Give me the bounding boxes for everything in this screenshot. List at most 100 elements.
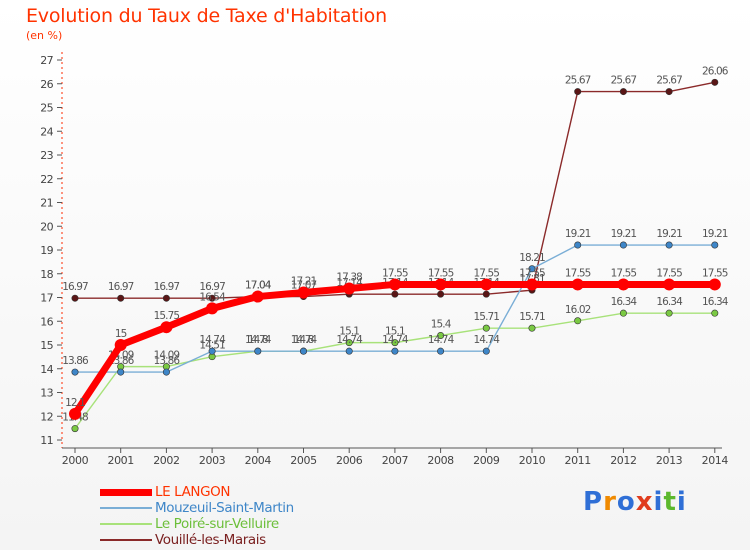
x-tick-label: 2009 [473, 454, 500, 467]
legend-swatch-le-langon [100, 489, 152, 496]
series-line-vouille-les-marais [74, 81, 716, 299]
data-label-vouille-les-marais: 16.97 [154, 281, 180, 293]
data-label-le-poire-sur-velluire: 16.02 [565, 304, 591, 316]
y-tick-label: 25 [40, 102, 53, 115]
data-point-mouzeuil-saint-martin [482, 347, 490, 355]
data-label-le-langon: 17.55 [702, 267, 728, 279]
data-label-le-langon: 15 [115, 328, 127, 340]
data-label-le-poire-sur-velluire: 14.8 [294, 334, 314, 346]
data-label-vouille-les-marais: 25.67 [611, 75, 637, 87]
data-point-mouzeuil-saint-martin [665, 241, 673, 249]
data-label-le-poire-sur-velluire: 16.34 [702, 296, 729, 308]
data-label-le-poire-sur-velluire: 15.71 [474, 311, 500, 323]
proxiti-logo[interactable]: Proxiti [583, 487, 687, 517]
data-point-le-poire-sur-velluire [528, 324, 536, 332]
data-point-le-langon [617, 278, 630, 291]
data-point-mouzeuil-saint-martin [574, 241, 582, 249]
y-tick-label: 18 [40, 268, 53, 281]
y-tick-label: 26 [40, 78, 53, 91]
data-label-mouzeuil-saint-martin: 18.21 [519, 252, 545, 264]
y-tick-label: 16 [40, 315, 53, 328]
data-point-mouzeuil-saint-martin [117, 368, 125, 376]
data-point-vouille-les-marais [711, 78, 719, 86]
data-point-mouzeuil-saint-martin [437, 347, 445, 355]
data-label-le-langon: 17.38 [336, 271, 362, 283]
y-tick-label: 15 [40, 339, 53, 352]
data-point-vouille-les-marais [208, 294, 216, 302]
x-tick-label: 2005 [290, 454, 317, 467]
data-point-vouille-les-marais [574, 88, 582, 96]
y-tick-label: 17 [40, 292, 53, 305]
x-tick-label: 2003 [199, 454, 226, 467]
y-tick-label: 20 [40, 220, 53, 233]
data-label-le-poire-sur-velluire: 15.1 [385, 326, 405, 338]
data-point-vouille-les-marais [437, 290, 445, 298]
legend-swatch-vouille-les-marais [100, 539, 152, 541]
data-label-le-poire-sur-velluire: 16.34 [611, 296, 638, 308]
data-point-vouille-les-marais [665, 88, 673, 96]
data-point-mouzeuil-saint-martin [299, 347, 307, 355]
legend-label-vouille-les-marais: Vouillé-les-Marais [155, 532, 266, 548]
data-point-mouzeuil-saint-martin [391, 347, 399, 355]
legend-label-le-langon: LE LANGON [155, 484, 231, 500]
data-label-mouzeuil-saint-martin: 19.21 [656, 228, 682, 240]
proxiti-logo-letter: P [583, 487, 604, 517]
data-label-le-poire-sur-velluire: 15.4 [431, 319, 452, 331]
data-point-le-langon [69, 407, 81, 420]
proxiti-logo-letter: i [653, 487, 664, 517]
data-label-le-poire-sur-velluire: 14.8 [248, 334, 268, 346]
data-label-mouzeuil-saint-martin: 14.74 [428, 334, 455, 346]
data-label-le-langon: 17.55 [611, 267, 637, 279]
x-tick-label: 2014 [702, 454, 729, 467]
data-point-le-poire-sur-velluire [574, 317, 582, 325]
x-tick-label: 2002 [153, 454, 179, 467]
data-point-mouzeuil-saint-martin [619, 241, 627, 249]
x-tick-label: 2006 [336, 454, 363, 467]
x-tick-label: 2011 [564, 454, 590, 467]
proxiti-logo-letter: r [603, 487, 617, 517]
y-tick-label: 23 [40, 149, 53, 162]
data-label-le-langon: 17.55 [382, 267, 408, 279]
data-point-mouzeuil-saint-martin [345, 347, 353, 355]
data-label-le-poire-sur-velluire: 15.1 [339, 326, 359, 338]
data-label-le-langon: 15.75 [154, 310, 180, 322]
y-tick-label: 19 [40, 244, 53, 257]
data-label-mouzeuil-saint-martin: 14.74 [291, 334, 318, 346]
data-label-le-langon: 12.1 [65, 397, 85, 409]
data-point-le-poire-sur-velluire [71, 425, 79, 433]
y-tick-label: 21 [40, 197, 53, 210]
x-tick-label: 2007 [382, 454, 409, 467]
data-point-mouzeuil-saint-martin [71, 368, 79, 376]
data-label-mouzeuil-saint-martin: 19.21 [702, 228, 728, 240]
data-point-le-langon [480, 278, 493, 291]
data-point-le-poire-sur-velluire [619, 309, 627, 317]
data-label-le-langon: 17.55 [656, 267, 682, 279]
data-point-mouzeuil-saint-martin [162, 368, 170, 376]
data-label-vouille-les-marais: 16.97 [62, 281, 88, 293]
x-tick-label: 2008 [427, 454, 454, 467]
y-tick-label: 13 [40, 387, 53, 400]
data-label-le-poire-sur-velluire: 14.09 [154, 350, 180, 362]
y-tick-label: 22 [40, 173, 53, 186]
data-point-le-langon [251, 290, 264, 303]
data-label-vouille-les-marais: 17.04 [245, 280, 272, 292]
data-point-mouzeuil-saint-martin [711, 241, 719, 249]
data-label-le-poire-sur-velluire: 14.51 [199, 340, 225, 352]
data-label-mouzeuil-saint-martin: 19.21 [565, 228, 591, 240]
data-point-le-langon [206, 302, 219, 315]
line-chart: 11 12 13 14 15 16 17 18 19 20 21 22 23 24 25 26 27 2000 20… [40, 52, 730, 467]
data-point-le-langon [708, 278, 721, 291]
data-point-le-langon [114, 339, 127, 351]
data-label-le-langon: 17.55 [565, 267, 591, 279]
proxiti-logo-letter: o [616, 487, 636, 517]
x-tick-label: 2004 [245, 454, 272, 467]
data-label-mouzeuil-saint-martin: 14.74 [382, 334, 409, 346]
data-point-mouzeuil-saint-martin [208, 347, 216, 355]
data-label-mouzeuil-saint-martin: 19.21 [611, 228, 637, 240]
data-label-le-langon: 17.04 [245, 280, 272, 292]
data-point-le-poire-sur-velluire [345, 339, 353, 347]
x-tick-label: 2010 [519, 454, 546, 467]
chart-unit-label: (en %) [26, 29, 63, 42]
data-label-mouzeuil-saint-martin: 13.86 [154, 355, 181, 367]
data-point-vouille-les-marais [117, 294, 125, 302]
